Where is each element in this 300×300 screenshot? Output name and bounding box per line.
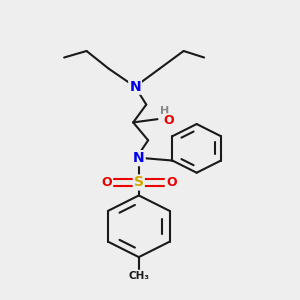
Text: O: O <box>166 176 177 189</box>
Text: O: O <box>164 114 174 127</box>
Text: O: O <box>101 176 112 189</box>
Text: N: N <box>129 80 141 94</box>
Text: H: H <box>160 106 170 116</box>
Text: CH₃: CH₃ <box>128 271 149 281</box>
Text: S: S <box>134 176 144 190</box>
Text: N: N <box>133 151 145 165</box>
